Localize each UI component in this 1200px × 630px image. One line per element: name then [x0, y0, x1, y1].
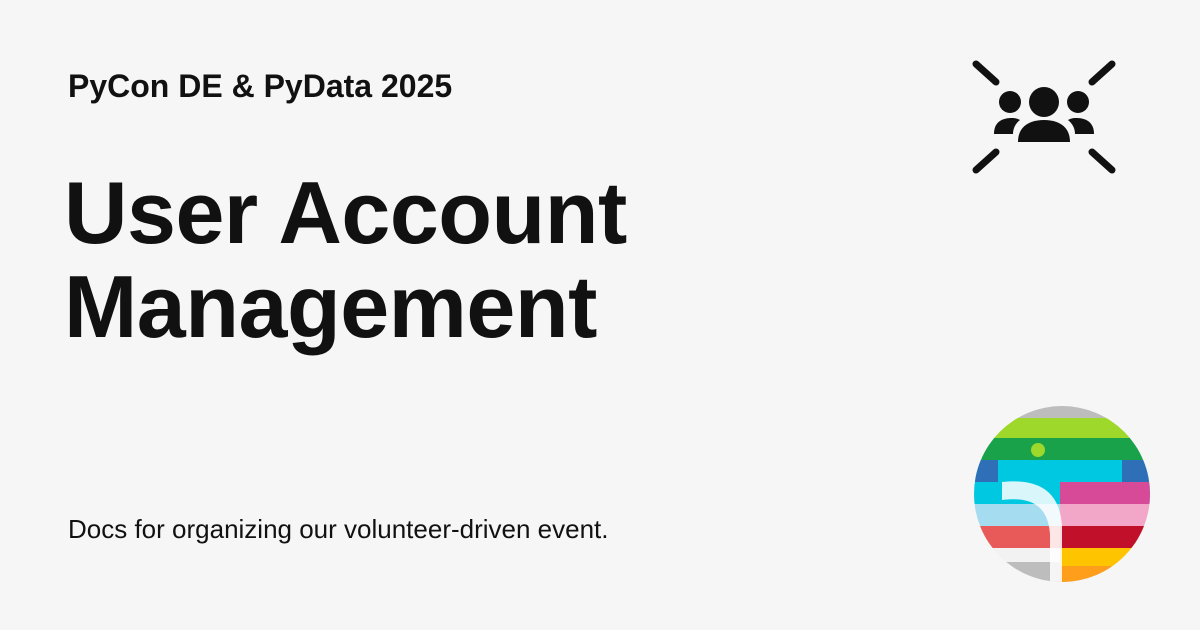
pycon-de-pydata-logo [974, 406, 1150, 582]
event-name: PyCon DE & PyData 2025 [68, 68, 453, 104]
page-title-line-1: User Account [64, 163, 627, 262]
page-description: Docs for organizing our volunteer-driven… [68, 514, 609, 544]
page-title-line-2: Management [64, 257, 597, 356]
page-title: User Account Management [64, 166, 824, 354]
users-focus-icon [972, 60, 1116, 174]
